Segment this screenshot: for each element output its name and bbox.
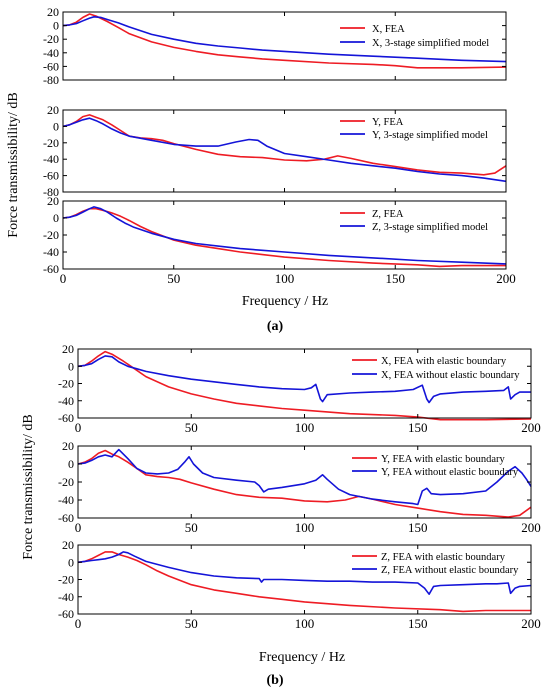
x-axis-label-b: Frequency / Hz	[259, 650, 345, 665]
y-tick-label: 20	[62, 342, 74, 356]
x-tick-label: 150	[386, 271, 406, 286]
y-tick-label: -40	[58, 590, 74, 604]
x-tick-label: 100	[295, 420, 315, 435]
series-line-blue	[62, 117, 507, 183]
y-tick-label: -40	[58, 394, 74, 408]
series-line-blue	[62, 206, 507, 265]
y-tick-label: 20	[47, 103, 59, 117]
y-tick-label: -40	[58, 493, 74, 507]
y-tick-label: -60	[58, 607, 74, 621]
legend-entry: Y, 3-stage simplified model	[372, 130, 488, 141]
x-tick-label: 200	[496, 271, 516, 286]
y-tick-label: -60	[43, 262, 59, 276]
plot-frame	[62, 109, 507, 193]
x-tick-label: 0	[75, 420, 82, 435]
y-tick-label: -20	[58, 573, 74, 587]
y-tick-label: 20	[47, 194, 59, 208]
legend-entry: Y, FEA with elastic boundary	[381, 454, 506, 465]
y-tick-label: -60	[58, 411, 74, 425]
legend-entry: X, FEA	[372, 24, 405, 35]
series-line-blue	[62, 15, 507, 63]
y-axis-label-b: Force transmissibility/ dB	[21, 414, 36, 559]
legend-entry: Y, FEA without elastic boundary	[381, 467, 519, 478]
chart-panel-a-1: 200-20-40-60-80 X, FEA X, 3-stage simplifi…	[43, 5, 507, 87]
x-tick-label: 150	[408, 420, 428, 435]
y-tick-label: -60	[43, 59, 59, 73]
x-tick-label: 150	[408, 616, 428, 631]
caption-a: (a)	[267, 319, 284, 334]
x-tick-label: 150	[408, 520, 428, 535]
series-line-blue	[77, 448, 532, 506]
y-tick-label: 0	[68, 555, 74, 569]
y-tick-label: -80	[43, 73, 59, 87]
chart-panel-a-2: 20 0 -20 -40 -60 -80 Y, FEA Y, 3-stage simplifi…	[43, 103, 507, 199]
y-tick-label: -40	[43, 152, 59, 166]
legend-entry: Z, FEA with elastic boundary	[381, 552, 506, 563]
x-tick-label: 50	[185, 520, 198, 535]
y-axis-label-a: Force transmissibility/ dB	[6, 92, 21, 237]
series-line-red	[77, 350, 532, 421]
legend-entry: Y, FEA	[372, 117, 404, 128]
y-tick-label: -20	[43, 228, 59, 242]
series-line-blue	[77, 551, 532, 596]
legend-entry: X, FEA without elastic boundary	[381, 370, 520, 381]
x-tick-label: 200	[521, 616, 541, 631]
y-tick-label: 20	[47, 5, 59, 19]
series-line-red	[62, 13, 507, 69]
legend-entry: X, FEA with elastic boundary	[381, 356, 507, 367]
legend-entry: Z, FEA without elastic boundary	[381, 565, 519, 576]
x-tick-label: 100	[295, 616, 315, 631]
series-line-red	[77, 449, 532, 518]
y-tick-label: -60	[43, 169, 59, 183]
y-tick-label: -20	[43, 136, 59, 150]
x-tick-label: 200	[521, 520, 541, 535]
x-tick-label: 0	[75, 520, 82, 535]
y-tick-label: 20	[62, 538, 74, 552]
series-line-red	[62, 114, 507, 176]
y-tick-label: -20	[58, 475, 74, 489]
y-tick-label: 0	[68, 359, 74, 373]
series-line-red	[62, 207, 506, 268]
y-tick-label: -20	[43, 32, 59, 46]
y-tick-label: 0	[53, 211, 59, 225]
y-tick-label: -80	[43, 185, 59, 199]
x-tick-label: 200	[521, 420, 541, 435]
legend-entry: Z, 3-stage simplified model	[372, 222, 488, 233]
y-tick-label: -40	[43, 46, 59, 60]
y-tick-label: 0	[68, 457, 74, 471]
plot-frame	[62, 200, 507, 270]
y-tick-label: -60	[58, 511, 74, 525]
legend-entry: Z, FEA	[372, 209, 404, 220]
x-tick-label: 50	[185, 616, 198, 631]
x-tick-label: 50	[167, 271, 180, 286]
legend-entry: X, 3-stage simplified model	[372, 38, 489, 49]
y-tick-label: 20	[62, 439, 74, 453]
y-tick-label: 0	[53, 119, 59, 133]
x-tick-label: 50	[185, 420, 198, 435]
x-axis-label-a: Frequency / Hz	[242, 294, 328, 309]
y-tick-label: -20	[58, 377, 74, 391]
series-line-blue	[77, 355, 531, 404]
x-tick-label: 100	[275, 271, 295, 286]
caption-b: (b)	[266, 673, 283, 688]
series-line-red	[77, 551, 531, 613]
y-tick-label: -40	[43, 245, 59, 259]
y-tick-label: 0	[53, 19, 59, 33]
x-tick-label: 0	[75, 616, 82, 631]
x-tick-label: 100	[295, 520, 315, 535]
x-tick-label: 0	[60, 271, 67, 286]
